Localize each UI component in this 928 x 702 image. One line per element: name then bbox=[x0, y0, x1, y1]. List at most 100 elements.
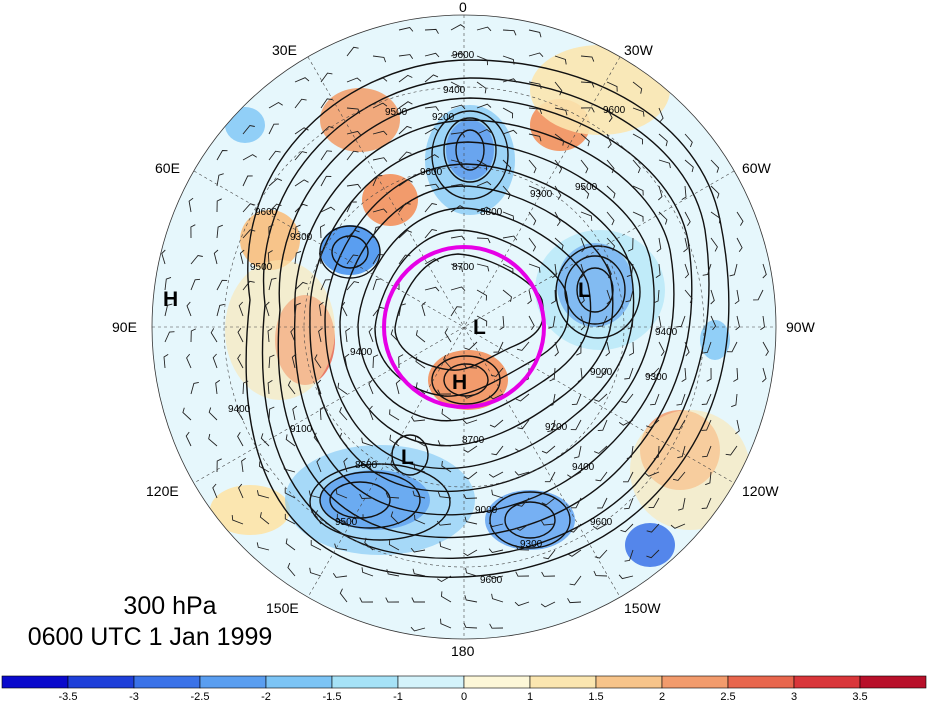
wind-barb bbox=[372, 226, 381, 239]
wind-barb bbox=[282, 464, 296, 473]
wind-barb bbox=[726, 341, 738, 353]
wind-barb bbox=[308, 490, 322, 499]
wind-barb bbox=[476, 181, 492, 187]
wind-barb bbox=[594, 445, 608, 454]
wind-barb bbox=[606, 107, 613, 123]
wind-barb bbox=[267, 328, 273, 343]
wind-barb bbox=[294, 77, 310, 83]
wind-barb bbox=[182, 407, 192, 421]
wind-barb bbox=[515, 445, 530, 452]
wind-barb bbox=[762, 263, 767, 279]
wind-barb bbox=[606, 289, 612, 305]
wind-barb bbox=[528, 263, 541, 273]
wind-barb bbox=[464, 595, 478, 603]
wind-barb bbox=[334, 543, 348, 551]
wind-barb bbox=[242, 229, 256, 239]
lon-label-120w: 120W bbox=[742, 483, 779, 499]
wind-barb bbox=[606, 263, 612, 279]
wind-barb bbox=[710, 237, 718, 252]
wind-barb bbox=[541, 445, 556, 454]
wind-barb bbox=[488, 548, 504, 554]
wind-barb bbox=[706, 367, 712, 382]
colorbar-tick-label: -2 bbox=[261, 691, 271, 702]
wind-barb bbox=[543, 549, 556, 560]
wind-barb bbox=[385, 597, 400, 603]
wind-barb bbox=[516, 341, 530, 351]
wind-barb bbox=[554, 159, 563, 174]
wind-barb bbox=[372, 254, 384, 265]
wind-barb bbox=[502, 129, 518, 135]
wind-barb bbox=[606, 211, 615, 226]
wind-barb bbox=[450, 132, 466, 137]
wind-barb bbox=[424, 183, 440, 189]
highlight-circle bbox=[382, 245, 546, 409]
wind-barb bbox=[290, 327, 296, 343]
wind-barb bbox=[541, 571, 556, 577]
contour-label: 9000 bbox=[475, 505, 498, 516]
contour-label: 8700 bbox=[452, 262, 475, 273]
colorbar-segment bbox=[463, 675, 531, 689]
wind-barb bbox=[268, 178, 283, 187]
wind-barb bbox=[597, 497, 608, 509]
wind-barb bbox=[576, 341, 582, 356]
wind-barb bbox=[632, 81, 643, 94]
wind-barb bbox=[463, 471, 478, 480]
wind-barb bbox=[658, 159, 671, 169]
wind-barb bbox=[294, 281, 308, 291]
pressure-centers: H H L L L bbox=[163, 279, 591, 469]
wind-barb bbox=[424, 229, 437, 239]
wind-barb bbox=[216, 224, 223, 239]
colorbar-segment bbox=[595, 675, 663, 689]
wind-barb bbox=[580, 237, 586, 253]
wind-barb bbox=[437, 440, 452, 447]
contour-label: 8600 bbox=[355, 460, 378, 471]
wind-barb bbox=[580, 107, 595, 113]
wind-barb bbox=[343, 457, 348, 473]
wind-barb bbox=[318, 301, 324, 317]
wind-barb bbox=[632, 107, 645, 117]
wind-barb bbox=[294, 250, 302, 265]
lon-label-60e: 60E bbox=[155, 160, 180, 176]
wind-barb bbox=[621, 393, 634, 404]
colorbar-tick-label: 1.5 bbox=[588, 691, 603, 702]
wind-barb bbox=[735, 315, 741, 331]
contour-label: 9600 bbox=[255, 207, 278, 218]
wind-barb bbox=[309, 567, 322, 577]
wind-barb bbox=[547, 419, 556, 433]
wind-barb bbox=[212, 483, 218, 499]
map-boundary bbox=[151, 14, 777, 640]
wind-barb bbox=[491, 593, 504, 603]
wind-barb bbox=[186, 353, 192, 369]
wind-barb bbox=[580, 133, 590, 147]
wind-barb bbox=[462, 393, 478, 399]
wind-barb bbox=[424, 52, 440, 58]
wind-barb bbox=[684, 133, 693, 148]
wind-barb bbox=[339, 407, 348, 421]
wind-barb bbox=[242, 125, 255, 135]
wind-barb bbox=[185, 431, 192, 447]
wind-barb bbox=[502, 55, 515, 65]
wind-barb bbox=[164, 276, 172, 291]
wind-barb bbox=[314, 510, 322, 525]
wind-barb bbox=[593, 570, 608, 577]
wind-barb bbox=[268, 224, 274, 239]
wind-barb bbox=[256, 542, 270, 551]
wind-barb bbox=[398, 54, 414, 59]
wind-barb bbox=[237, 353, 244, 369]
wind-barb bbox=[488, 522, 504, 528]
wind-barb bbox=[398, 151, 412, 161]
wind-barb bbox=[372, 278, 382, 291]
wind-barb bbox=[476, 159, 488, 171]
wind-barb bbox=[346, 183, 362, 189]
wind-barb bbox=[294, 98, 307, 109]
lon-label-30e: 30E bbox=[272, 42, 297, 58]
wind-barb bbox=[710, 185, 720, 199]
wind-barb bbox=[318, 327, 323, 343]
colorbar-tick-label: -3.5 bbox=[59, 691, 78, 702]
wind-barb bbox=[463, 445, 478, 453]
wind-barb bbox=[626, 445, 634, 460]
lon-label-150e: 150E bbox=[266, 600, 299, 616]
wind-barb bbox=[491, 445, 504, 456]
wind-barb bbox=[527, 289, 532, 305]
wind-barb bbox=[395, 379, 401, 395]
